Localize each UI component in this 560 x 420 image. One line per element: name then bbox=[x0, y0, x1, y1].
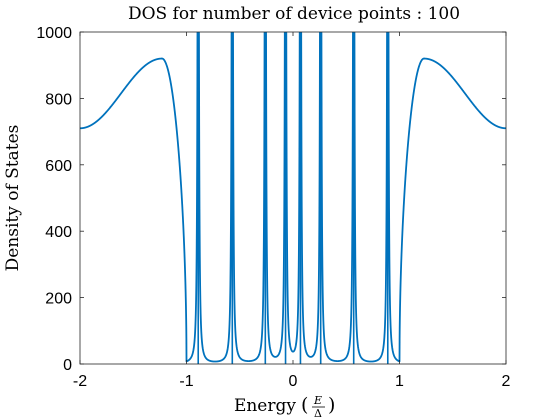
x-axis-label-close-paren: ) bbox=[328, 394, 335, 416]
x-tick-label: 1 bbox=[395, 373, 404, 390]
data-layer bbox=[80, 32, 506, 364]
chart-title: DOS for number of device points : 100 bbox=[128, 4, 460, 24]
dos-series-line bbox=[80, 32, 506, 363]
x-axis-label-numerator: E bbox=[313, 394, 322, 407]
y-tick-label: 200 bbox=[45, 291, 72, 308]
y-axis-label: Density of States bbox=[3, 125, 23, 272]
y-tick-label: 800 bbox=[45, 91, 72, 108]
x-axis-label-text: Energy bbox=[234, 396, 296, 416]
x-axis-label: Energy ( E Δ ) bbox=[234, 394, 335, 420]
y-tick-label: 0 bbox=[63, 357, 72, 374]
y-axis-ticks: 0 200 400 600 800 1000 bbox=[36, 25, 506, 374]
x-axis-label-denominator: Δ bbox=[314, 407, 322, 420]
plot-area bbox=[80, 32, 506, 364]
y-tick-label: 400 bbox=[45, 224, 72, 241]
x-tick-label: -2 bbox=[73, 373, 87, 390]
x-tick-label: -1 bbox=[179, 373, 193, 390]
x-axis-label-open-paren: ( bbox=[301, 394, 308, 416]
y-tick-label: 600 bbox=[45, 158, 72, 175]
x-tick-label: 2 bbox=[502, 373, 511, 390]
x-tick-label: 0 bbox=[289, 373, 298, 390]
x-axis-ticks: -2 -1 0 1 2 bbox=[73, 32, 511, 390]
y-tick-label: 1000 bbox=[36, 25, 72, 42]
